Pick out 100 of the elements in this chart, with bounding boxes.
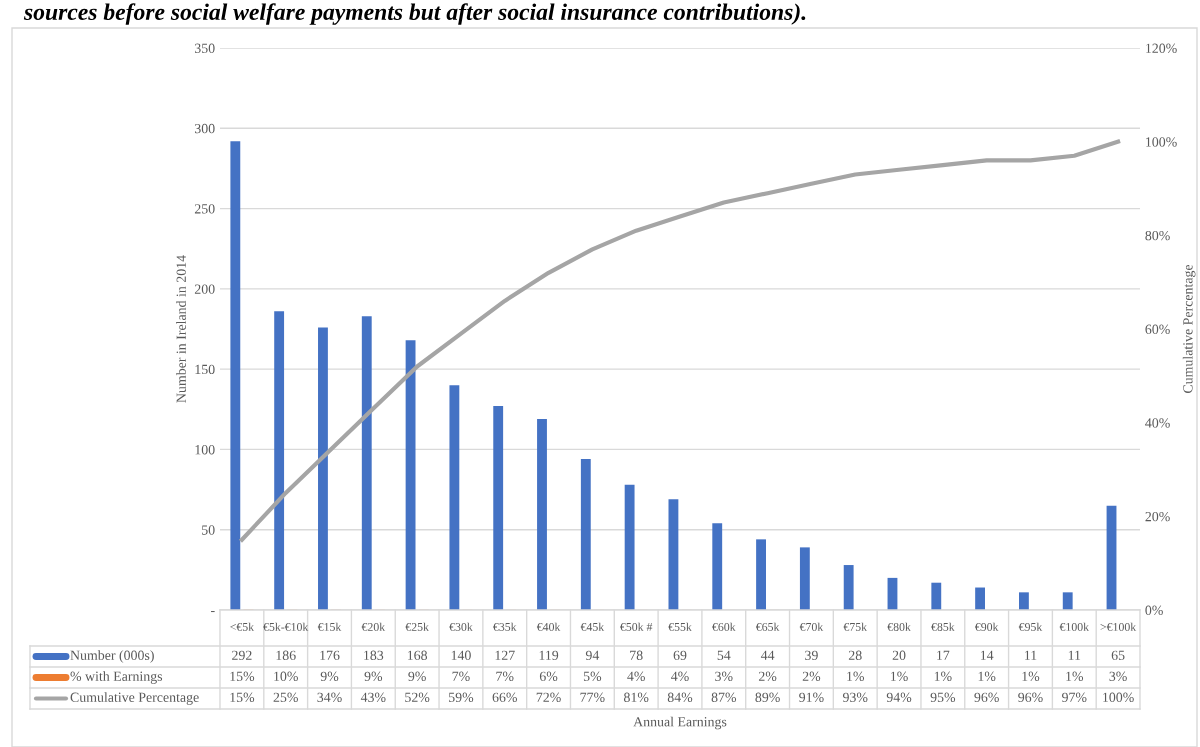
data-label: 20 — [892, 650, 906, 660]
y-tick-label: - — [211, 611, 215, 613]
x-tick-label: €50k # — [620, 622, 653, 631]
data-label: 9% — [364, 671, 383, 682]
data-label: 69 — [673, 650, 687, 660]
legend-label: % with Earnings — [70, 671, 163, 684]
data-label: 7% — [452, 671, 470, 682]
data-label: 186 — [276, 650, 296, 660]
data-label: 4% — [627, 671, 645, 682]
data-label: 94% — [886, 692, 912, 703]
data-label: 15% — [230, 671, 255, 682]
data-label: 96% — [1018, 692, 1043, 703]
data-label: 43% — [360, 692, 386, 703]
x-tick-label: €90k — [975, 622, 999, 631]
data-label: 11 — [1068, 650, 1081, 660]
data-label: 3% — [715, 671, 733, 682]
chart-title: sources before social welfare payments but after social insurance contributions). — [23, 3, 806, 25]
y2-tick-label: 60% — [1145, 324, 1170, 334]
data-label: 1% — [847, 671, 865, 682]
data-label: 5% — [583, 671, 602, 682]
data-label: 1% — [891, 671, 908, 682]
x-tick-label: >€100k — [1100, 622, 1137, 631]
x-tick-label: €15k — [317, 622, 342, 631]
legend-label: Number (000s) — [70, 650, 154, 663]
data-label: 140 — [451, 650, 471, 660]
data-label: 52% — [405, 692, 430, 703]
x-tick-label: <€5k — [230, 622, 255, 631]
data-label: 72% — [536, 692, 561, 703]
data-label: 25% — [273, 692, 298, 703]
x-tick-label: €5k-€10k — [263, 622, 309, 631]
data-label: 81% — [623, 692, 649, 703]
y2-tick-label: 80% — [1145, 230, 1170, 241]
data-label: 66% — [492, 692, 518, 703]
x-tick-label: €25k — [405, 622, 429, 631]
y-tick-label: 100 — [195, 445, 215, 455]
data-label: 1% — [1022, 671, 1040, 682]
data-label: 1% — [1066, 671, 1084, 682]
x-tick-label: €80k — [887, 622, 911, 631]
data-label: 2% — [758, 671, 777, 682]
data-label: 119 — [539, 650, 559, 660]
x-tick-label: €35k — [493, 622, 517, 631]
text: Annual Earnings — [633, 716, 727, 730]
x-tick-label: €65k — [755, 622, 780, 631]
data-label: 168 — [407, 650, 428, 660]
data-label: 34% — [317, 692, 342, 703]
y-tick-label: 200 — [194, 284, 215, 294]
x-tick-label: €85k — [931, 622, 955, 631]
x-tick-label: €30k — [449, 622, 473, 631]
data-label: 95% — [930, 692, 956, 703]
legend-label: Cumulative Percentage — [70, 692, 199, 705]
y-tick-label: 250 — [194, 204, 215, 214]
data-label: 7% — [496, 671, 514, 682]
y2-axis-title: Cumulative Percentage — [1182, 264, 1196, 394]
data-label: 93% — [842, 692, 868, 703]
data-label: 176 — [320, 650, 340, 660]
data-label: 1% — [978, 671, 996, 682]
data-label: 84% — [667, 692, 693, 703]
data-label: 65 — [1111, 650, 1125, 660]
data-label: 54 — [717, 650, 731, 660]
data-label: 9% — [320, 671, 339, 682]
data-label: 17 — [937, 650, 950, 660]
data-label: 44 — [760, 650, 775, 660]
x-tick-label: €60k — [712, 622, 736, 631]
data-label: 100% — [1103, 692, 1134, 703]
x-tick-label: €100k — [1059, 622, 1090, 631]
data-label: 96% — [974, 692, 999, 703]
data-label: 59% — [449, 692, 474, 703]
x-tick-label: €70k — [799, 622, 824, 631]
y2-tick-label: 20% — [1145, 511, 1170, 522]
y-axis-title: Number in Ireland in 2014 — [176, 255, 186, 403]
x-tick-label: €45k — [580, 622, 605, 631]
data-label: 2% — [802, 671, 821, 682]
y2-tick-label: 0% — [1145, 605, 1163, 615]
data-label: 3% — [1109, 671, 1127, 682]
x-tick-label: €20k — [361, 622, 386, 631]
data-label: 78 — [630, 650, 643, 660]
data-label: 89% — [755, 692, 780, 703]
data-label: 87% — [711, 692, 737, 703]
x-tick-label: €55k — [668, 622, 692, 631]
data-label: 1% — [934, 671, 952, 682]
data-label: 127 — [495, 650, 515, 660]
data-label: 4% — [671, 671, 689, 682]
y-tick-label: 50 — [202, 525, 215, 535]
data-label: 14 — [980, 650, 994, 660]
y2-tick-label: 120% — [1146, 43, 1177, 53]
data-label: 28 — [848, 650, 862, 660]
y-tick-label: 150 — [195, 364, 215, 375]
y2-tick-label: 100% — [1146, 137, 1177, 147]
data-label: 6% — [539, 671, 558, 682]
x-tick-label: €95k — [1018, 622, 1043, 631]
data-label: 292 — [232, 650, 252, 660]
data-label: 39 — [805, 650, 818, 660]
data-label: 183 — [364, 650, 384, 660]
data-label: 9% — [408, 671, 426, 682]
data-label: 77% — [580, 692, 605, 703]
data-label: 91% — [799, 692, 824, 703]
y2-tick-label: 40% — [1145, 418, 1170, 428]
y-tick-label: 300 — [194, 123, 215, 134]
x-tick-label: €40k — [536, 622, 561, 631]
data-label: 15% — [230, 692, 255, 703]
